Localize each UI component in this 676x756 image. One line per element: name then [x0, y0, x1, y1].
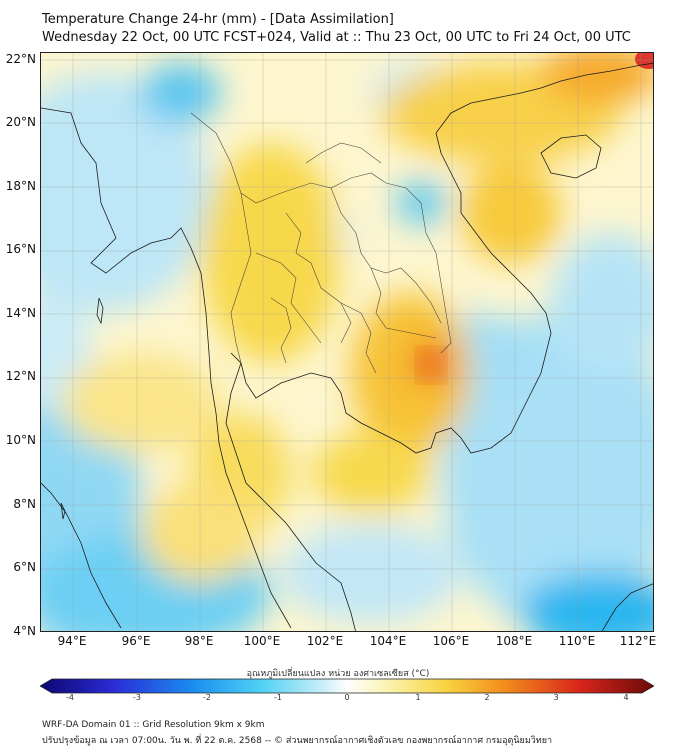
- lat-label-8n: 8°N: [13, 497, 36, 511]
- colorbar-tick: -3: [133, 693, 141, 702]
- lon-label-110e: 110°E: [558, 634, 596, 648]
- lon-label-96e: 96°E: [121, 634, 151, 648]
- lat-label-12n: 12°N: [5, 369, 36, 383]
- country-borders: [190, 112, 452, 374]
- temperature-change-map: [41, 53, 653, 631]
- lon-label-94e: 94°E: [57, 634, 87, 648]
- colorbar-tick: 2: [484, 693, 490, 702]
- colorbar-tick: 3: [553, 693, 559, 702]
- colorbar-tick: 0: [344, 693, 350, 702]
- lat-label-18n: 18°N: [5, 179, 36, 193]
- footer-model-info: WRF-DA Domain 01 :: Grid Resolution 9km …: [42, 720, 265, 730]
- lon-label-112e: 112°E: [619, 634, 657, 648]
- map-subtitle: Wednesday 22 Oct, 00 UTC FCST+024, Valid…: [42, 30, 631, 45]
- lon-label-106e: 106°E: [432, 634, 470, 648]
- lon-label-104e: 104°E: [369, 634, 407, 648]
- lat-label-6n: 6°N: [13, 560, 36, 574]
- colorbar-tick: -2: [203, 693, 211, 702]
- lon-label-98e: 98°E: [184, 634, 214, 648]
- coastlines: [41, 62, 653, 631]
- colorbar-tick: -4: [66, 693, 74, 702]
- graticule: [41, 53, 653, 631]
- colorbar-title: อุณหภูมิเปลี่ยนแปลง หน่วย องศาเซลเซียส (…: [246, 669, 430, 679]
- lon-label-100e: 100°E: [243, 634, 281, 648]
- colorbar: [40, 678, 654, 694]
- lon-label-108e: 108°E: [495, 634, 533, 648]
- map-panel: [40, 52, 654, 632]
- lat-label-22n: 22°N: [5, 52, 36, 66]
- footer-credit: ปรับปรุงข้อมูล ณ เวลา 07:00น. วัน พ. ที่…: [42, 736, 553, 746]
- colorbar-tick: 4: [623, 693, 629, 702]
- colorbar-tick: 1: [415, 693, 421, 702]
- lat-label-16n: 16°N: [5, 242, 36, 256]
- lat-label-20n: 20°N: [5, 115, 36, 129]
- colorbar-tick: -1: [274, 693, 282, 702]
- lat-label-14n: 14°N: [5, 306, 36, 320]
- map-title: Temperature Change 24-hr (mm) - [Data As…: [42, 12, 394, 27]
- lat-label-10n: 10°N: [5, 433, 36, 447]
- lat-label-4n: 4°N: [13, 624, 36, 638]
- lon-label-102e: 102°E: [306, 634, 344, 648]
